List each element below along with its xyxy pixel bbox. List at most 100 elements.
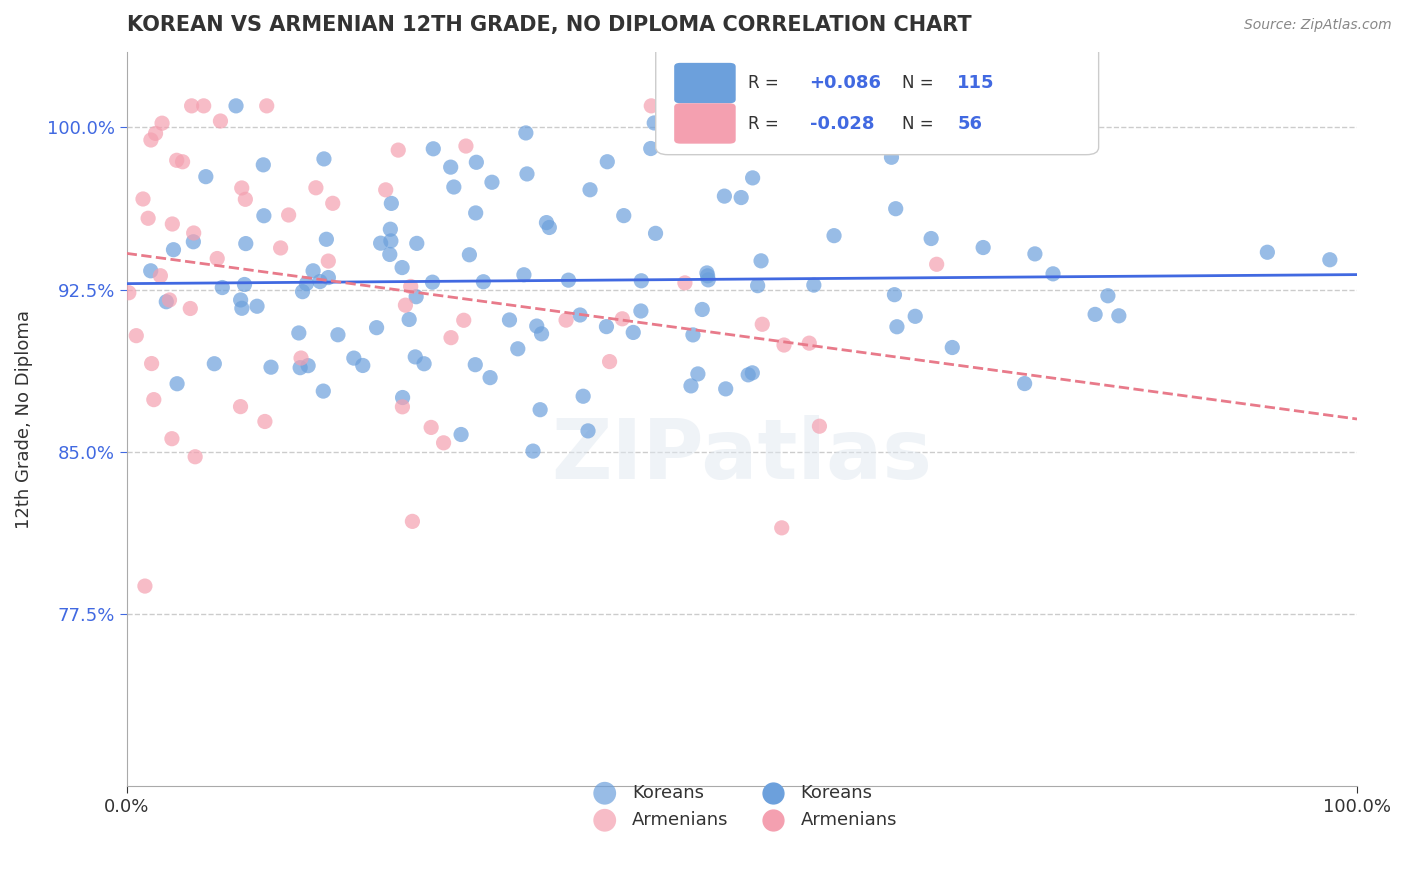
Koreans xyxy=(515,126,537,140)
Koreans xyxy=(613,209,636,223)
Text: N =: N = xyxy=(901,115,934,133)
Koreans xyxy=(880,150,903,164)
Koreans xyxy=(538,220,561,235)
Koreans xyxy=(231,301,253,316)
Koreans xyxy=(288,360,311,375)
Text: ZIPatlas: ZIPatlas xyxy=(551,416,932,496)
Koreans xyxy=(246,299,269,313)
Koreans xyxy=(235,236,257,251)
Armenians xyxy=(141,357,163,371)
Koreans xyxy=(380,234,402,248)
Koreans xyxy=(465,155,488,169)
Koreans xyxy=(884,202,907,216)
Armenians xyxy=(139,133,162,147)
Koreans xyxy=(747,278,769,293)
Koreans xyxy=(440,160,463,174)
Koreans xyxy=(309,275,332,289)
Koreans xyxy=(1097,289,1119,303)
Text: -0.028: -0.028 xyxy=(810,115,875,133)
Koreans xyxy=(302,264,325,278)
Armenians xyxy=(172,154,194,169)
Koreans xyxy=(643,116,665,130)
Koreans xyxy=(380,196,402,211)
Armenians xyxy=(318,254,340,268)
Koreans xyxy=(741,170,763,185)
Koreans xyxy=(1024,247,1046,261)
Armenians xyxy=(612,311,634,326)
Text: KOREAN VS ARMENIAN 12TH GRADE, NO DIPLOMA CORRELATION CHART: KOREAN VS ARMENIAN 12TH GRADE, NO DIPLOM… xyxy=(127,15,972,35)
Koreans xyxy=(644,227,666,241)
Koreans xyxy=(312,152,335,166)
Koreans xyxy=(530,326,553,341)
Koreans xyxy=(422,275,444,289)
Armenians xyxy=(401,515,423,529)
Koreans xyxy=(1108,309,1130,323)
Koreans xyxy=(697,273,720,287)
Armenians xyxy=(209,114,232,128)
Koreans xyxy=(1084,307,1107,321)
Armenians xyxy=(205,252,228,266)
Armenians xyxy=(290,351,312,365)
Armenians xyxy=(420,420,443,434)
Armenians xyxy=(179,301,201,316)
Armenians xyxy=(183,226,205,240)
Koreans xyxy=(682,327,704,342)
Koreans xyxy=(572,389,595,403)
Koreans xyxy=(749,253,772,268)
Koreans xyxy=(139,264,162,278)
Armenians xyxy=(374,183,396,197)
Armenians xyxy=(640,99,662,113)
Armenians xyxy=(142,392,165,407)
Armenians xyxy=(193,99,215,113)
Koreans xyxy=(202,357,225,371)
Koreans xyxy=(464,206,486,220)
Koreans xyxy=(405,290,427,304)
Koreans xyxy=(686,367,709,381)
Koreans xyxy=(472,275,495,289)
Armenians xyxy=(256,99,278,113)
Koreans xyxy=(291,285,314,299)
Koreans xyxy=(297,359,319,373)
Koreans xyxy=(422,142,444,156)
Armenians xyxy=(162,217,184,231)
Armenians xyxy=(149,268,172,283)
Koreans xyxy=(713,189,735,203)
Y-axis label: 12th Grade, No Diploma: 12th Grade, No Diploma xyxy=(15,310,32,529)
Armenians xyxy=(799,336,821,351)
Armenians xyxy=(399,279,422,293)
Armenians xyxy=(160,432,183,446)
Armenians xyxy=(150,116,173,130)
Legend: Koreans, Armenians, Koreans, Armenians: Koreans, Armenians, Koreans, Armenians xyxy=(579,777,904,836)
Koreans xyxy=(823,228,845,243)
Armenians xyxy=(166,153,188,168)
Koreans xyxy=(479,370,502,384)
Koreans xyxy=(596,154,619,169)
Armenians xyxy=(305,181,328,195)
Koreans xyxy=(513,268,536,282)
Koreans xyxy=(621,326,644,340)
Koreans xyxy=(194,169,217,184)
Koreans xyxy=(557,273,579,287)
Text: +0.086: +0.086 xyxy=(810,74,882,93)
Armenians xyxy=(599,354,621,368)
Koreans xyxy=(630,274,652,288)
Koreans xyxy=(522,444,544,458)
Armenians xyxy=(253,415,276,429)
Koreans xyxy=(252,158,274,172)
Text: 115: 115 xyxy=(957,74,994,93)
Koreans xyxy=(803,278,825,293)
Koreans xyxy=(398,312,420,326)
Koreans xyxy=(696,268,718,283)
Koreans xyxy=(690,302,713,317)
Armenians xyxy=(134,579,156,593)
Koreans xyxy=(920,231,942,245)
Text: N =: N = xyxy=(901,74,934,93)
Koreans xyxy=(516,167,538,181)
Armenians xyxy=(751,318,773,332)
Koreans xyxy=(1256,245,1278,260)
Armenians xyxy=(673,276,696,290)
Armenians xyxy=(229,400,252,414)
Koreans xyxy=(714,382,737,396)
FancyBboxPatch shape xyxy=(675,62,735,103)
Text: R =: R = xyxy=(748,74,779,93)
